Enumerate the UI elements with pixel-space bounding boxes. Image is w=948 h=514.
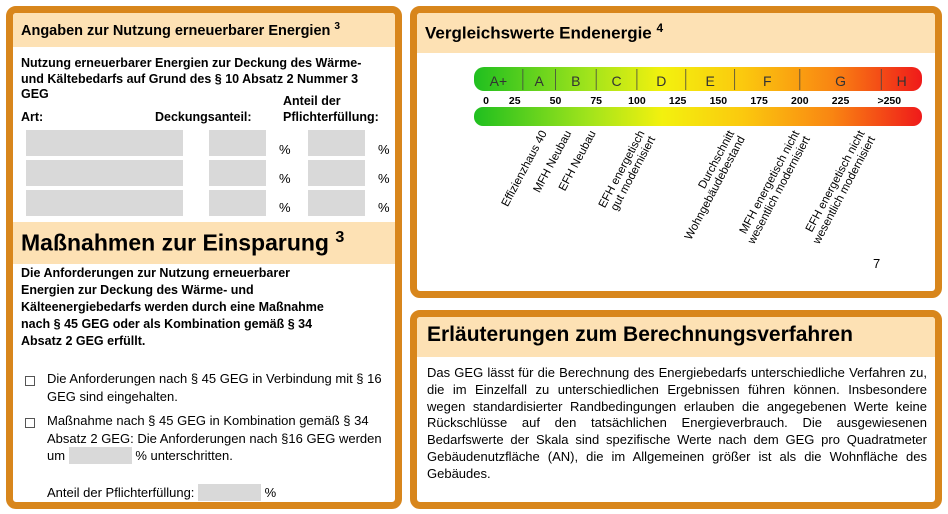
section-heading-erlaeuterungen: Erläuterungen zum Berechnungsverfahren <box>417 317 935 357</box>
heading-text: Angaben zur Nutzung erneuerbarer Energie… <box>21 22 331 39</box>
panel-vergleichswerte: Vergleichswerte Endenergie 4 A+ A B C D E F G H … <box>410 6 942 298</box>
art-input-1[interactable] <box>26 130 183 156</box>
section-heading-massnahmen: Maßnahmen zur Einsparung 3 <box>13 222 395 264</box>
efficiency-class-label: H <box>897 73 907 89</box>
option2-label: Maßnahme nach § 45 GEG in Kombination ge… <box>47 412 392 465</box>
efficiency-class-label: G <box>835 73 846 89</box>
section-heading-vergleichswerte: Vergleichswerte Endenergie 4 <box>417 13 935 53</box>
art-input-3[interactable] <box>26 190 183 216</box>
footnote-marker: 3 <box>334 21 341 32</box>
panel-erneuerbare-massnahmen: Angaben zur Nutzung erneuerbarer Energie… <box>6 6 402 509</box>
efficiency-class-label: E <box>706 73 715 89</box>
option2-text: Maßnahme nach § 45 GEG in Kombination ge… <box>47 413 382 463</box>
option2-checkbox[interactable] <box>25 418 35 428</box>
footnote-marker: 3 <box>335 228 345 246</box>
scale-tick-label: 175 <box>750 95 768 107</box>
column-header-art: Art: <box>21 110 44 124</box>
percent-sign: % <box>264 485 277 500</box>
scale-tick-label: 75 <box>590 95 602 107</box>
scale-bar-bottom <box>474 107 922 126</box>
percent-sign: % <box>378 200 390 215</box>
pflichterfuellung-label: Anteil der Pflichterfüllung: <box>47 485 195 500</box>
percent-sign: % <box>378 171 390 186</box>
column-header-anteil: Anteil der Pflichterfüllung: <box>283 94 379 124</box>
scale-tick-label: >250 <box>877 95 901 107</box>
scale-tick-label: 225 <box>832 95 850 107</box>
scale-tick-label: 0 <box>483 95 489 107</box>
efficiency-class-label: A+ <box>490 73 508 89</box>
heading-text: Maßnahmen zur Einsparung <box>21 229 329 256</box>
anteil-input-1[interactable] <box>308 130 365 156</box>
footnote-number: 7 <box>873 256 880 271</box>
reference-label: DurchschnittWohngebäudebestand <box>672 128 748 242</box>
efficiency-class-label: D <box>656 73 666 89</box>
percent-sign: % <box>279 200 291 215</box>
efficiency-class-label: C <box>611 73 621 89</box>
scale-tick-label: 50 <box>550 95 562 107</box>
deckungsanteil-input-3[interactable] <box>209 190 266 216</box>
massnahmen-intro: Die Anforderungen zur Nutzung erneuerbar… <box>21 266 324 348</box>
scale-tick-label: 200 <box>791 95 809 107</box>
heading-text: Vergleichswerte Endenergie <box>425 23 652 43</box>
reference-label: MFH energetisch nichtwesentlich modernis… <box>735 128 813 247</box>
option2-suffix: % unterschritten. <box>135 448 233 463</box>
scale-tick-label: 150 <box>710 95 728 107</box>
column-header-deckungsanteil: Deckungsanteil: <box>155 110 252 124</box>
percent-sign: % <box>279 171 291 186</box>
anteil-input-3[interactable] <box>308 190 365 216</box>
efficiency-class-label: B <box>571 73 580 89</box>
energy-scale: A+ A B C D E F G H 0 25 50 75 100 125 150 175 200 225 >250… <box>474 67 922 271</box>
scale-tick-label: 25 <box>509 95 521 107</box>
percent-sign: % <box>378 142 390 157</box>
pflichterfuellung-row: Anteil der Pflichterfüllung: % <box>47 484 276 502</box>
deckungsanteil-input-2[interactable] <box>209 160 266 186</box>
erlaeuterungen-text: Das GEG lässt für die Berechnung des Ene… <box>427 365 927 481</box>
erneuerbare-description: Nutzung erneuerbarer Energien zur Deckun… <box>21 56 362 101</box>
percent-sign: % <box>279 142 291 157</box>
reference-label: EFH energetischgut modernisiert <box>597 128 659 216</box>
efficiency-class-label: A <box>534 73 544 89</box>
panel-erlaeuterungen: Erläuterungen zum Berechnungsverfahren D… <box>410 310 942 509</box>
efficiency-class-label: F <box>763 73 772 89</box>
scale-bar-top <box>474 67 922 91</box>
art-input-2[interactable] <box>26 160 183 186</box>
unterschreitung-input[interactable] <box>68 447 132 464</box>
anteil-input-2[interactable] <box>308 160 365 186</box>
reference-label: EFH energetisch nichtwesentlich modernis… <box>800 128 878 247</box>
scale-tick-label: 125 <box>669 95 687 107</box>
option1-label: Die Anforderungen nach § 45 GEG in Verbi… <box>47 371 382 404</box>
deckungsanteil-input-1[interactable] <box>209 130 266 156</box>
pflichterfuellung-input[interactable] <box>198 484 262 501</box>
footnote-marker: 4 <box>656 21 664 35</box>
option1-checkbox[interactable] <box>25 376 35 386</box>
section-heading-erneuerbare: Angaben zur Nutzung erneuerbarer Energie… <box>13 13 395 47</box>
scale-tick-label: 100 <box>628 95 646 107</box>
